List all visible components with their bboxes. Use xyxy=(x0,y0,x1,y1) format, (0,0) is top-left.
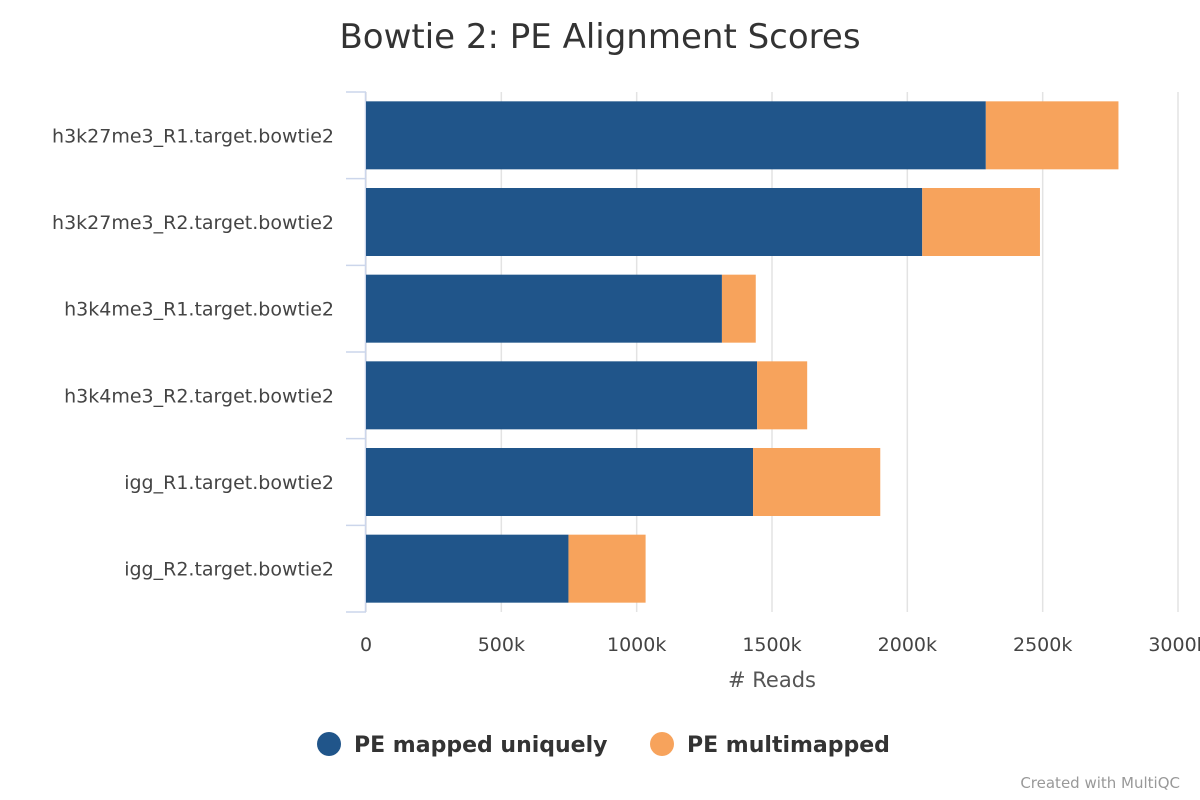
legend-item[interactable]: PE multimapped xyxy=(650,732,890,758)
legend-item[interactable]: PE mapped uniquely xyxy=(317,732,607,758)
bar-multimapped[interactable] xyxy=(721,274,756,343)
x-tick-label: 3000k xyxy=(1148,634,1200,656)
category-label: h3k27me3_R1.target.bowtie2 xyxy=(52,125,334,147)
x-tick-label: 2000k xyxy=(878,634,937,656)
category-label: h3k4me3_R1.target.bowtie2 xyxy=(64,299,334,321)
category-labels: h3k27me3_R1.target.bowtie2 h3k27me3_R2.ta… xyxy=(52,125,334,580)
bar-mapped-uniquely[interactable] xyxy=(366,534,569,603)
bar-series xyxy=(366,101,1119,603)
bar-mapped-uniquely[interactable] xyxy=(366,188,923,256)
bar-mapped-uniquely[interactable] xyxy=(366,274,722,343)
category-label: h3k4me3_R2.target.bowtie2 xyxy=(64,385,334,407)
x-tick-label: 2500k xyxy=(1013,634,1072,656)
bar-multimapped[interactable] xyxy=(568,534,646,603)
chart-title: Bowtie 2: PE Alignment Scores xyxy=(339,17,860,57)
category-label: h3k27me3_R2.target.bowtie2 xyxy=(52,212,334,234)
bar-multimapped[interactable] xyxy=(757,361,808,430)
bar-mapped-uniquely[interactable] xyxy=(366,101,986,170)
legend-label: PE multimapped xyxy=(687,733,890,758)
category-label: igg_R2.target.bowtie2 xyxy=(124,559,334,581)
x-tick-label: 1500k xyxy=(742,634,801,656)
x-tick-label: 500k xyxy=(478,634,525,656)
bar-mapped-uniquely[interactable] xyxy=(366,361,758,430)
bar-multimapped[interactable] xyxy=(753,448,881,516)
x-axis-title: # Reads xyxy=(728,668,816,692)
x-axis-ticks: 0 500k 1000k 1500k 2000k 2500k 3000k xyxy=(360,634,1200,656)
bar-multimapped[interactable] xyxy=(985,101,1119,170)
category-label: igg_R1.target.bowtie2 xyxy=(124,472,334,494)
credit-text: Created with MultiQC xyxy=(1020,774,1180,792)
legend-marker-icon xyxy=(317,732,341,756)
legend[interactable]: PE mapped uniquely PE multimapped xyxy=(317,732,890,758)
bar-multimapped[interactable] xyxy=(922,188,1040,256)
grid-lines xyxy=(346,91,1179,613)
x-tick-label: 0 xyxy=(360,634,372,656)
bar-mapped-uniquely[interactable] xyxy=(366,448,754,516)
legend-marker-icon xyxy=(650,732,674,756)
x-tick-label: 1000k xyxy=(607,634,666,656)
legend-label: PE mapped uniquely xyxy=(354,733,607,758)
